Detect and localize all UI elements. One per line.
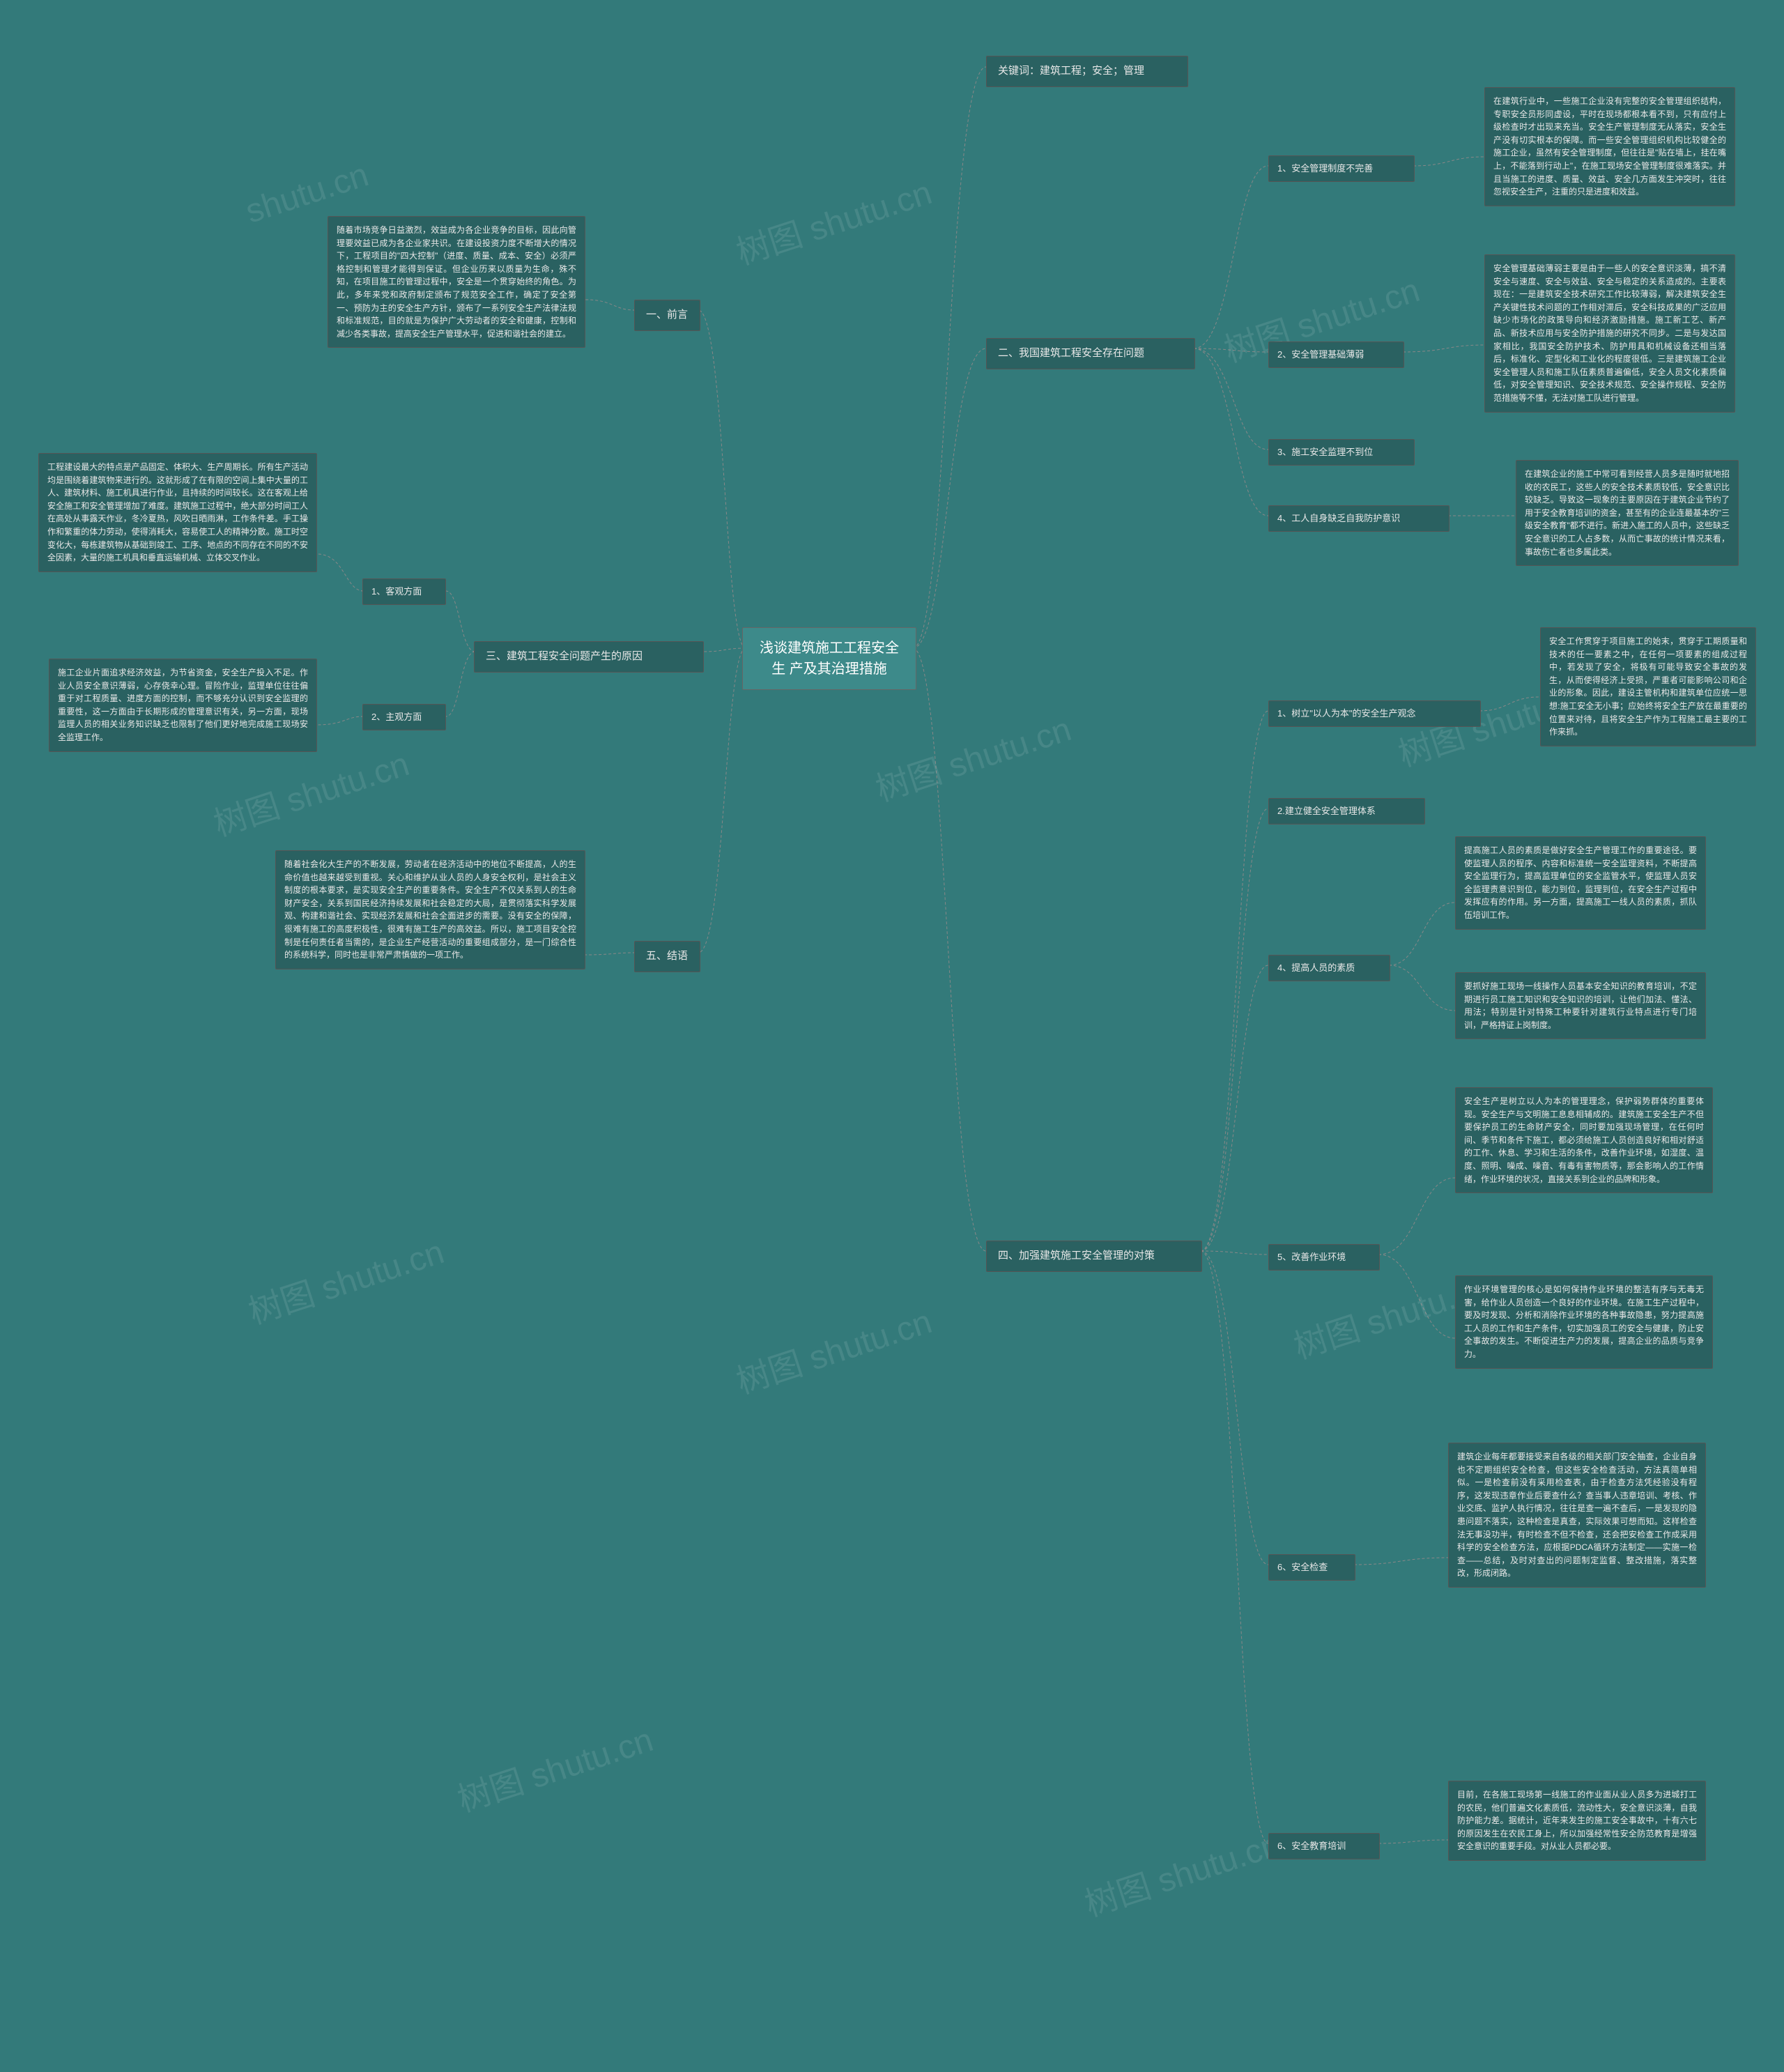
right-branch-1[interactable]: 二、我国建筑工程安全存在问题 [986,338,1195,369]
right-branch-1-child-3[interactable]: 4、工人自身缺乏自我防护意识 [1268,505,1450,532]
left-branch-1[interactable]: 三、建筑工程安全问题产生的原因 [474,641,704,673]
left-branch-2-desc-0: 随着社会化大生产的不断发展，劳动者在经济活动中的地位不断提高，人的生命价值也越来… [275,850,585,969]
watermark: 树图 shutu.cn [868,702,1076,811]
left-branch-1-child-1[interactable]: 2、主观方面 [362,704,446,730]
left-branch-2[interactable]: 五、结语 [634,941,700,972]
right-branch-2-child-2-desc-1: 要抓好施工现场一线操作人员基本安全知识的教育培训，不定期进行员工施工知识和安全知… [1455,972,1706,1039]
right-branch-1-child-2[interactable]: 3、施工安全监理不到位 [1268,439,1415,466]
right-branch-2[interactable]: 四、加强建筑施工安全管理的对策 [986,1241,1202,1272]
watermark: 树图 shutu.cn [1077,1817,1285,1926]
right-branch-2-child-0-desc: 安全工作贯穿于项目施工的始末，贯穿于工期质量和技术的任一要素之中，在任何一项要素… [1540,627,1756,746]
watermark: 树图 shutu.cn [206,737,414,845]
right-branch-2-child-2-desc-0: 提高施工人员的素质是做好安全生产管理工作的重要途径。要使监理人员的程序、内容和标… [1455,836,1706,930]
center-topic[interactable]: 浅谈建筑施工工程安全生 产及其治理措施 [742,627,916,690]
left-branch-1-child-0[interactable]: 1、客观方面 [362,578,446,605]
right-branch-1-child-0[interactable]: 1、安全管理制度不完善 [1268,155,1415,182]
right-branch-1-child-1-desc: 安全管理基础薄弱主要是由于一些人的安全意识淡薄，搞不清安全与速度、安全与效益、安… [1484,254,1735,413]
watermark: 树图 shutu.cn [241,1225,449,1333]
watermark: 树图 shutu.cn [729,165,937,274]
left-branch-1-child-1-desc: 施工企业片面追求经济效益，为节省资金，安全生产投入不足。作业人员安全意识薄弱，心… [49,659,317,752]
left-branch-1-child-0-desc: 工程建设最大的特点是产品固定、体积大、生产周期长。所有生产活动均是围绕着建筑物来… [38,453,317,572]
right-branch-2-child-4[interactable]: 6、安全检查 [1268,1554,1355,1581]
right-branch-2-child-0[interactable]: 1、树立"以人为本"的安全生产观念 [1268,700,1481,727]
right-branch-2-child-3[interactable]: 5、改善作业环境 [1268,1244,1380,1271]
right-branch-2-child-1[interactable]: 2.建立健全安全管理体系 [1268,798,1425,824]
right-branch-2-child-3-desc-0: 安全生产是树立以人为本的管理理念，保护弱势群体的重要体现。安全生产与文明施工息息… [1455,1087,1713,1193]
right-branch-2-child-5-desc: 目前，在各施工现场第一线施工的作业面从业人员多为进城打工的农民，他们普遍文化素质… [1448,1781,1706,1861]
right-branch-1-child-0-desc: 在建筑行业中，一些施工企业没有完整的安全管理组织结构，专职安全员形同虚设，平时在… [1484,87,1735,206]
watermark: 树图 shutu.cn [450,1712,658,1821]
left-branch-0[interactable]: 一、前言 [634,300,700,331]
right-branch-1-child-1[interactable]: 2、安全管理基础薄弱 [1268,342,1404,368]
right-branch-1-child-3-desc: 在建筑企业的施工中常可看到经营人员多是随时就地招收的农民工，这些人的安全技术素质… [1516,460,1739,566]
right-branch-2-child-4-desc: 建筑企业每年都要接受来自各级的相关部门安全抽查，企业自身也不定期组织安全检查，但… [1448,1443,1706,1588]
left-branch-0-desc-0: 随着市场竞争日益激烈，效益成为各企业竞争的目标，因此向管理要效益已成为各企业家共… [328,216,585,348]
watermark: 树图 shutu.cn [729,1294,937,1403]
right-branch-0[interactable]: 关键词：建筑工程；安全；管理 [986,56,1188,87]
right-branch-2-child-3-desc-1: 作业环境管理的核心是如何保持作业环境的整洁有序与无毒无害，给作业人员创造一个良好… [1455,1275,1713,1369]
right-branch-2-child-5[interactable]: 6、安全教育培训 [1268,1833,1380,1859]
right-branch-2-child-2[interactable]: 4、提高人员的素质 [1268,955,1390,981]
